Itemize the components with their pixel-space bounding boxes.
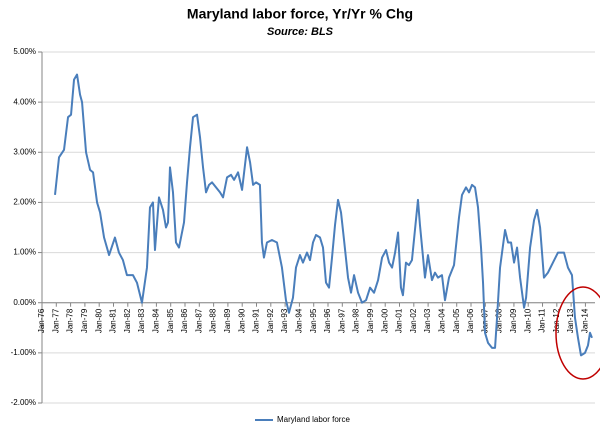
x-tick-label: Jan-81 bbox=[109, 308, 118, 333]
y-tick-label: 2.00% bbox=[13, 198, 36, 207]
x-tick-label: Jan-08 bbox=[495, 308, 504, 333]
series-line bbox=[54, 73, 593, 357]
y-tick-label: 5.00% bbox=[13, 47, 36, 56]
x-tick-label: Jan-97 bbox=[337, 308, 346, 333]
y-tick-label: 1.00% bbox=[13, 248, 36, 257]
x-tick-label: Jan-85 bbox=[166, 308, 175, 333]
annotation-circle bbox=[555, 286, 600, 380]
y-tick-label: -2.00% bbox=[11, 398, 36, 407]
x-tick-label: Jan-13 bbox=[566, 308, 575, 333]
x-tick-label: Jan-82 bbox=[123, 308, 132, 333]
y-tick-label: 0.00% bbox=[13, 298, 36, 307]
grid: -2.00% -1.00% 0.00% 1.00% 2.00% 3.00% 4.00% 5.0… bbox=[11, 47, 595, 407]
x-tick-label: Jan-94 bbox=[295, 308, 304, 333]
x-tick-label: Jan-96 bbox=[323, 308, 332, 333]
x-tick-label: Jan-90 bbox=[237, 308, 246, 333]
x-tick-label: Jan-95 bbox=[309, 308, 318, 333]
x-tick-label: Jan-06 bbox=[466, 308, 475, 333]
chart-title: Maryland labor force, Yr/Yr % Chg bbox=[187, 6, 413, 22]
x-tick-label: Jan-03 bbox=[423, 308, 432, 333]
x-tick-label: Jan-84 bbox=[152, 308, 161, 333]
x-tick-label: Jan-01 bbox=[395, 308, 404, 333]
x-tick-label: Jan-14 bbox=[581, 308, 590, 333]
x-tick-label: Jan-99 bbox=[366, 308, 375, 333]
y-tick-label: 3.00% bbox=[13, 147, 36, 156]
chart-subtitle: Source: BLS bbox=[267, 26, 334, 38]
x-tick-label: Jan-04 bbox=[438, 308, 447, 333]
x-tick-label: Jan-83 bbox=[137, 308, 146, 333]
x-tick-label: Jan-11 bbox=[538, 308, 547, 332]
plot bbox=[54, 73, 593, 357]
x-tick-label: Jan-88 bbox=[209, 308, 218, 333]
x-tick-label: Jan-05 bbox=[452, 308, 461, 333]
x-tick-label: Jan-76 bbox=[37, 308, 46, 333]
x-tick-label: Jan-86 bbox=[180, 308, 189, 333]
x-tick-label: Jan-92 bbox=[266, 308, 275, 333]
x-tick-label: Jan-89 bbox=[223, 308, 232, 333]
x-tick-label: Jan-78 bbox=[66, 308, 75, 333]
x-tick-label: Jan-09 bbox=[509, 308, 518, 333]
x-tick-label: Jan-02 bbox=[409, 308, 418, 333]
x-tick-label: Jan-93 bbox=[280, 308, 289, 333]
x-tick-label: Jan-77 bbox=[51, 308, 60, 333]
x-tick-label: Jan-79 bbox=[80, 308, 89, 333]
x-tick-label: Jan-87 bbox=[194, 308, 203, 333]
y-tick-label: 4.00% bbox=[13, 97, 36, 106]
y-tick-label: -1.00% bbox=[11, 348, 36, 357]
x-tick-label: Jan-91 bbox=[252, 308, 261, 333]
x-tick-label: Jan-00 bbox=[380, 308, 389, 333]
x-tick-label: Jan-98 bbox=[352, 308, 361, 333]
x-tick-label: Jan-80 bbox=[94, 308, 103, 333]
legend-label: Maryland labor force bbox=[277, 415, 350, 424]
legend: Maryland labor force bbox=[255, 415, 350, 424]
x-tick-label: Jan-10 bbox=[523, 308, 532, 333]
